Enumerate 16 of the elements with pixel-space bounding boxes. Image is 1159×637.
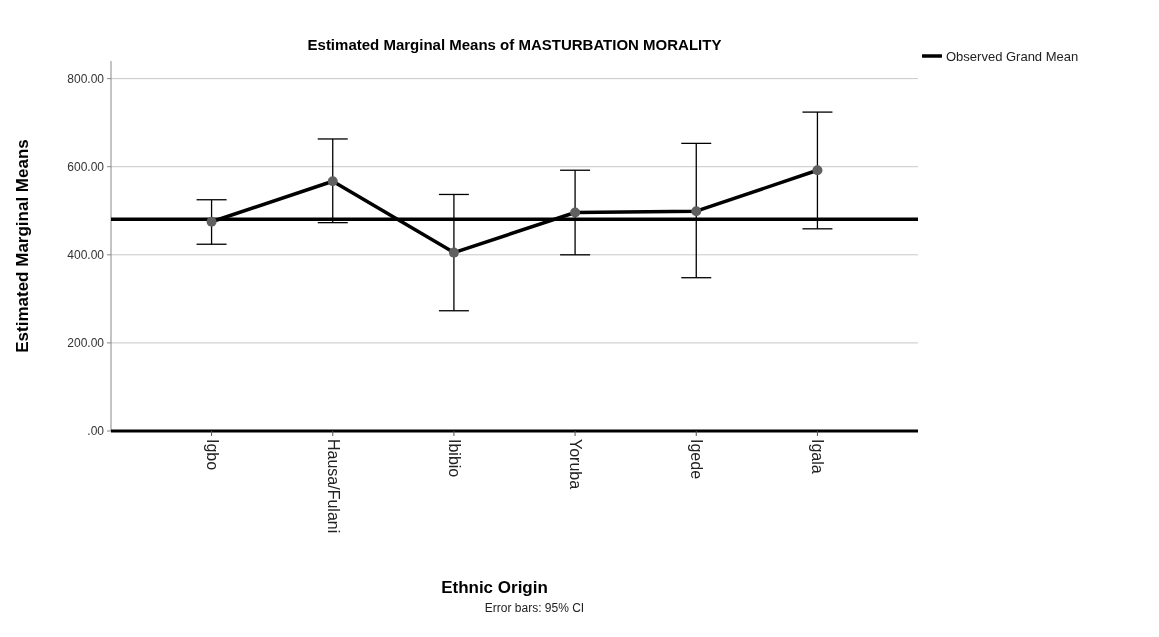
text: Error bars: 95% CI (484, 601, 585, 615)
x-tick-label: Igala (809, 439, 827, 474)
y-axis-title: Estimated Marginal Means (13, 139, 32, 353)
x-tick-label: Ibibio (445, 439, 463, 478)
y-tick-label: 600.00 (67, 159, 105, 174)
x-tick-label: Yoruba (567, 439, 585, 490)
x-tick-label: Hausa/Fulani (324, 439, 342, 534)
x-tick-label: Igbo (203, 439, 221, 471)
y-tick-label: 800.00 (67, 71, 105, 86)
y-tick-label: 400.00 (67, 248, 105, 263)
y-tick-label: .00 (87, 424, 105, 439)
legend-label: Observed Grand Mean (946, 48, 1079, 64)
chart-title: Estimated Marginal Means of MASTURBATION MORALITY (307, 36, 722, 53)
y-tick-label: 200.00 (67, 336, 105, 351)
x-axis-title: Ethnic Origin (441, 578, 548, 597)
x-tick-label: Igede (688, 439, 706, 480)
